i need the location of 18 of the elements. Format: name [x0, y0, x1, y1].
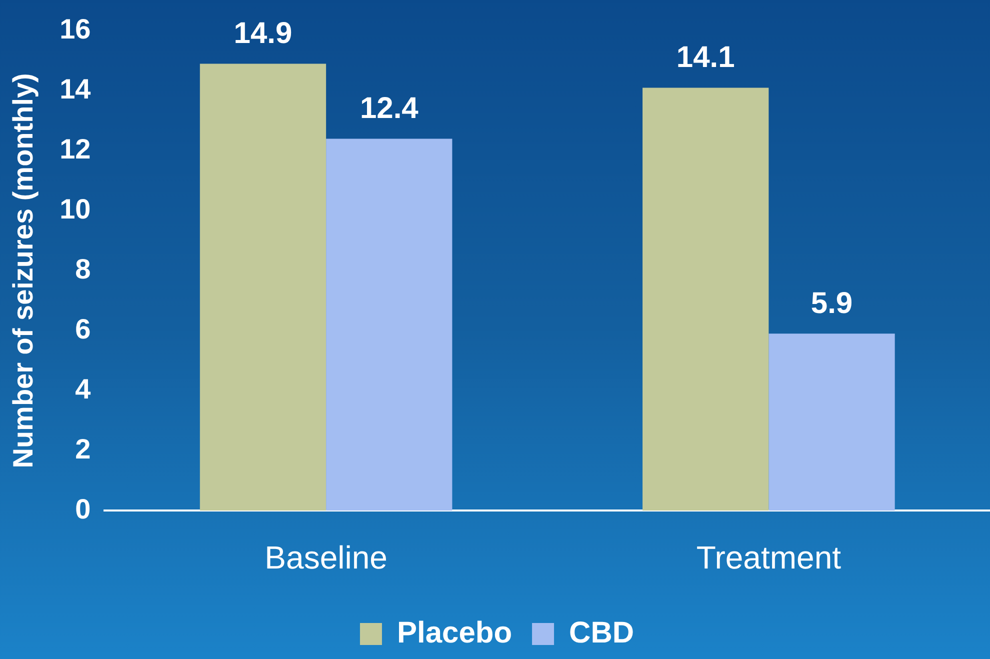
legend-label: CBD [569, 616, 634, 650]
y-tick-label: 4 [75, 373, 92, 404]
data-label: 14.1 [676, 41, 735, 74]
data-label: 14.9 [234, 17, 292, 50]
y-axis-title: Number of seizures (monthly) [8, 73, 39, 468]
y-tick-label: 6 [75, 313, 91, 344]
y-tick-label: 12 [60, 133, 91, 164]
x-tick-label: Treatment [696, 540, 842, 576]
legend-label: Placebo [396, 616, 512, 650]
x-tick-label: Baseline [264, 540, 388, 576]
data-label: 5.9 [810, 286, 853, 320]
y-tick-label: 2 [75, 433, 91, 464]
y-tick-label: 0 [75, 493, 91, 524]
y-tick-label: 10 [60, 193, 91, 224]
y-tick-label: 14 [60, 73, 92, 104]
y-tick-label: 8 [75, 253, 91, 284]
y-tick-label: 16 [60, 14, 91, 45]
data-label: 12.4 [360, 92, 419, 126]
